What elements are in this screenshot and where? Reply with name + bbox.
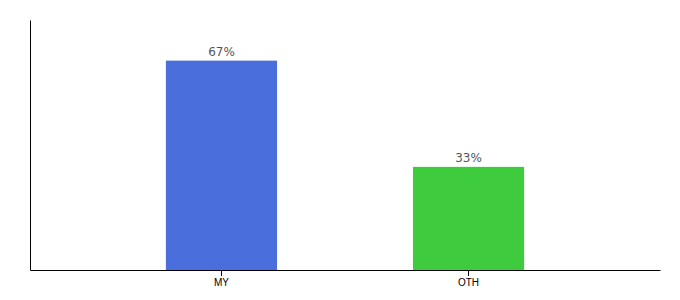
plot: MY OTH 67% 33% [31,21,661,289]
x-axis-line [31,270,661,271]
data-label: 67% [208,45,235,59]
x-axis: MY OTH [31,270,661,288]
x-tick: MY [214,270,229,288]
data-label: 33% [455,151,482,165]
bar [413,167,524,270]
x-tick-label: OTH [458,277,479,288]
x-tick-mark [221,270,222,276]
x-tick: OTH [458,270,479,288]
bars [166,61,524,270]
chart: MY OTH 67% 33% [0,0,680,300]
x-tick-mark [468,270,469,276]
y-axis-line [30,21,31,271]
x-tick-label: MY [214,277,229,288]
bar [166,61,277,270]
data-labels: 67% 33% [208,45,482,165]
y-axis [30,21,31,271]
